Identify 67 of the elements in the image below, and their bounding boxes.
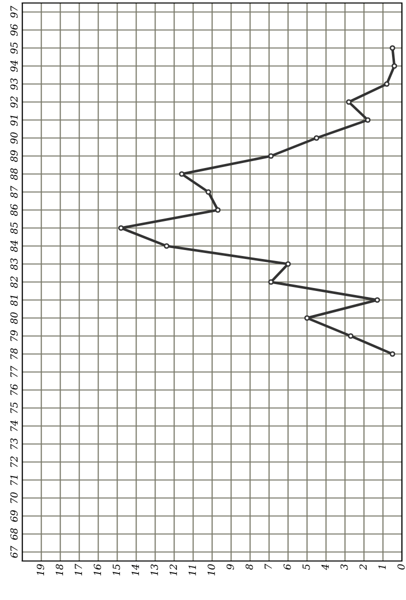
x-tick-label: 17: [74, 564, 82, 576]
y-tick-label: 70: [10, 492, 18, 504]
x-tick-label: 9: [226, 564, 234, 570]
x-tick-label: 16: [94, 564, 102, 576]
x-tick-label: 1: [378, 566, 386, 570]
x-tick-label: 3: [340, 564, 348, 570]
point: [384, 81, 390, 87]
y-tick-label: 78: [10, 348, 18, 360]
y-tick-label: 88: [10, 168, 18, 180]
y-tick-label: 72: [10, 456, 18, 468]
x-tick-label: 18: [56, 564, 64, 576]
point: [346, 99, 352, 105]
point: [304, 315, 310, 321]
point: [390, 351, 396, 357]
x-tick-label: 0: [397, 564, 405, 570]
x-tick-label: 11: [188, 566, 196, 576]
x-tick-label: 4: [321, 564, 329, 570]
y-tick-label: 92: [10, 96, 18, 108]
y-tick-label: 74: [10, 420, 18, 432]
point: [314, 135, 320, 141]
y-tick-label: 84: [10, 240, 18, 252]
y-tick-label: 67: [10, 546, 18, 558]
y-tick-label: 83: [10, 258, 18, 270]
y-tick-label: 87: [10, 186, 18, 198]
point: [285, 261, 291, 267]
x-tick-label: 15: [112, 564, 120, 576]
y-tick-label: 90: [10, 132, 18, 144]
y-tick-label: 95: [10, 42, 18, 54]
x-tick-label: 19: [36, 564, 44, 576]
point: [392, 63, 398, 69]
x-tick-label: 7: [264, 564, 272, 569]
y-tick-label: 85: [10, 222, 18, 234]
y-tick-label: 77: [10, 366, 18, 378]
y-tick-label: 94: [10, 60, 18, 72]
y-tick-label: 79: [10, 330, 18, 342]
y-tick-label: 75: [10, 402, 18, 414]
point: [215, 207, 221, 213]
point: [164, 243, 170, 249]
x-tick-label: 12: [170, 564, 177, 576]
y-tick-label: 80: [10, 312, 18, 324]
y-tick-label: 91: [10, 116, 18, 126]
y-tick-label: 73: [10, 438, 18, 450]
x-tick-label: 2: [359, 564, 367, 570]
y-tick-label: 69: [10, 510, 18, 522]
x-tick-label: 6: [284, 564, 291, 570]
x-tick-label: 14: [132, 564, 139, 576]
x-tick-label: 13: [150, 564, 158, 576]
y-tick-label: 76: [10, 384, 18, 396]
y-tick-label: 81: [10, 296, 18, 306]
x-tick-label: 5: [302, 564, 310, 570]
y-tick-label: 93: [10, 78, 18, 90]
y-tick-label: 96: [10, 24, 18, 36]
point: [268, 153, 274, 159]
y-tick-label: 71: [10, 476, 18, 486]
y-tick-label: 82: [10, 276, 18, 288]
point: [118, 225, 124, 231]
y-tick-label: 89: [10, 150, 18, 162]
x-tick-label: 10: [208, 564, 215, 576]
point: [348, 333, 354, 339]
point: [390, 45, 396, 51]
y-tick-label: 86: [10, 204, 18, 216]
x-tick-label: 8: [246, 564, 253, 570]
point: [268, 279, 274, 285]
y-tick-label: 97: [10, 6, 18, 18]
point: [364, 117, 371, 123]
point: [206, 189, 212, 195]
y-tick-label: 68: [10, 528, 18, 540]
